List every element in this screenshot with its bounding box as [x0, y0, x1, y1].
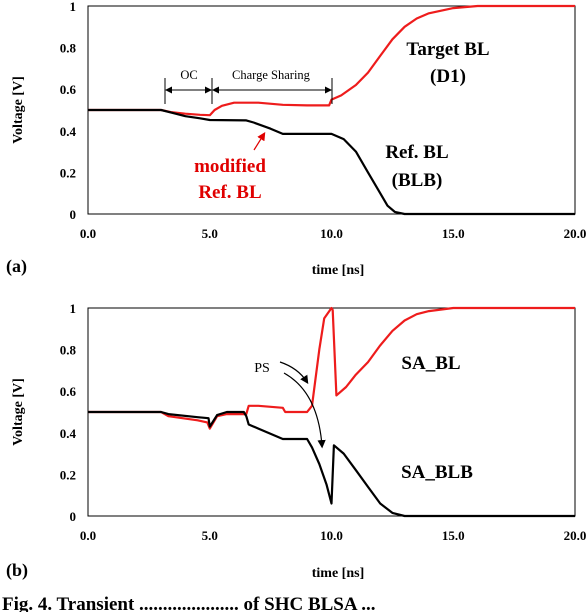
y-tick-label: 1 — [70, 0, 77, 14]
y-axis-label-a: Voltage [V] — [11, 76, 26, 144]
y-tick-label: 0 — [70, 509, 77, 524]
figure-caption: Fig. 4. Transient ..................... … — [2, 594, 376, 612]
y-tick-label: 0.4 — [60, 124, 77, 139]
y-tick-label: 0.6 — [60, 384, 77, 399]
ref-bl-label: Ref. BL — [385, 142, 448, 163]
x-tick-label: 5.0 — [202, 226, 218, 241]
x-tick-label: 0.0 — [80, 226, 96, 241]
y-tick-label: 0.2 — [60, 467, 76, 482]
x-tick-label: 10.0 — [320, 226, 343, 241]
x-axis-label-b: time [ns] — [312, 566, 365, 581]
modified-arrow — [253, 131, 266, 151]
y-ticks-a: 0 0.2 0.4 0.6 0.8 1 — [60, 0, 77, 222]
ps-label: PS — [254, 361, 270, 376]
x-tick-label: 10.0 — [320, 528, 343, 543]
series-line-sa_blb — [88, 410, 575, 518]
series-line-sa_bl — [88, 306, 575, 430]
x-axis-label-a: time [ns] — [312, 263, 365, 278]
sa-bl-label: SA_BL — [401, 353, 460, 374]
ref-bl-sublabel: (BLB) — [392, 170, 443, 191]
y-tick-label: 0.2 — [60, 165, 76, 180]
y-tick-label: 0.8 — [60, 41, 77, 56]
y-tick-label: 0.8 — [60, 343, 77, 358]
ps-arrow-1 — [279, 361, 309, 385]
y-tick-label: 0.6 — [60, 82, 77, 97]
panel-label-a: (a) — [6, 256, 27, 277]
y-tick-label: 1 — [70, 301, 77, 316]
x-tick-label: 20.0 — [564, 226, 587, 241]
panel-b: 0 0.2 0.4 0.6 0.8 1 0.0 5.0 10.0 15.0 20.0 Voltag… — [6, 301, 586, 581]
modified-sublabel: Ref. BL — [198, 182, 261, 203]
sa-blb-label: SA_BLB — [401, 462, 473, 483]
oc-label: OC — [180, 68, 197, 82]
y-tick-label: 0.4 — [60, 426, 77, 441]
target-bl-label: Target BL — [406, 39, 489, 60]
y-tick-label: 0 — [70, 207, 77, 222]
target-bl-sublabel: (D1) — [430, 66, 466, 87]
x-ticks-b: 0.0 5.0 10.0 15.0 20.0 — [80, 528, 587, 543]
x-tick-label: 5.0 — [202, 528, 218, 543]
series-line-ref — [88, 108, 575, 216]
ps-arrow-2 — [283, 372, 326, 449]
series-b — [88, 306, 575, 518]
y-axis-label-b: Voltage [V] — [11, 378, 26, 446]
x-tick-label: 15.0 — [442, 528, 465, 543]
modified-label: modified — [194, 156, 266, 177]
series-a — [88, 4, 575, 216]
x-tick-label: 15.0 — [442, 226, 465, 241]
x-tick-label: 0.0 — [80, 528, 96, 543]
x-ticks-a: 0.0 5.0 10.0 15.0 20.0 — [80, 226, 587, 241]
panel-label-b: (b) — [6, 560, 28, 581]
x-tick-label: 20.0 — [564, 528, 587, 543]
charge-sharing-label: Charge Sharing — [232, 68, 311, 82]
series-line-target — [88, 4, 575, 117]
panel-a: 0 0.2 0.4 0.6 0.8 1 0.0 5.0 10.0 15.0 20.0 Voltag… — [6, 0, 586, 278]
y-ticks-b: 0 0.2 0.4 0.6 0.8 1 — [60, 301, 77, 524]
